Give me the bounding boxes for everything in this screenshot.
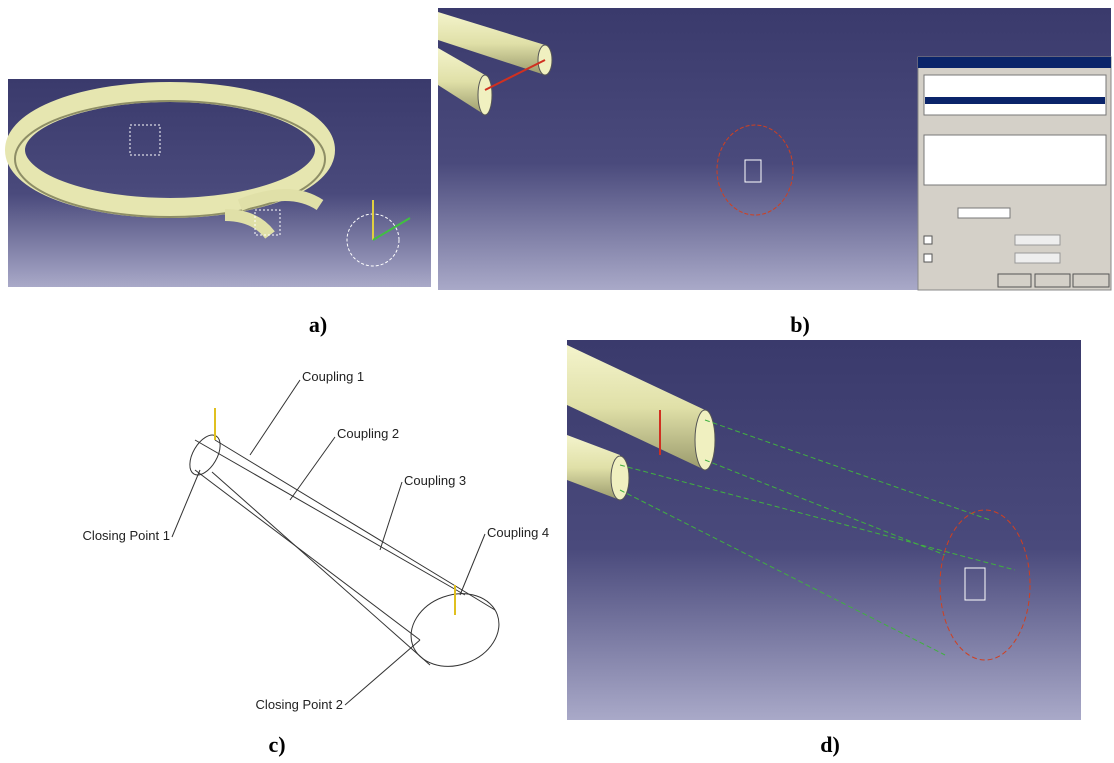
annotation: Coupling 2 (337, 426, 399, 441)
annotation: Coupling 4 (487, 525, 549, 540)
field[interactable] (1015, 253, 1060, 263)
tube-end (478, 75, 492, 115)
annotation: Coupling 3 (404, 473, 466, 488)
panel-label: c) (268, 732, 285, 757)
panel-label: b) (790, 312, 810, 337)
panel-b (438, 8, 1111, 290)
leader (250, 380, 300, 455)
tube-end (611, 456, 629, 500)
tube-end (695, 410, 715, 470)
leader (460, 534, 485, 595)
guide-line (195, 470, 420, 640)
selected-row (925, 97, 1105, 104)
field[interactable] (1015, 235, 1060, 245)
panel-label: d) (820, 732, 840, 757)
leader (380, 482, 402, 550)
leader (290, 437, 335, 500)
button[interactable] (1073, 274, 1109, 287)
annotation: Closing Point 2 (256, 697, 343, 712)
annotation: Coupling 1 (302, 369, 364, 384)
list (924, 75, 1106, 115)
checkbox[interactable] (924, 254, 932, 262)
list (924, 135, 1106, 185)
dialog-titlebar (918, 57, 1111, 68)
checkbox[interactable] (924, 236, 932, 244)
panel-label: a) (309, 312, 327, 337)
leader (172, 470, 200, 537)
button[interactable] (998, 274, 1031, 287)
annotation: Closing Point 1 (83, 528, 170, 543)
leader (345, 640, 420, 705)
combo[interactable] (958, 208, 1010, 218)
figure: a) b) (0, 0, 1114, 763)
end-ellipse (184, 430, 227, 480)
panel-a (8, 79, 431, 287)
button[interactable] (1035, 274, 1070, 287)
guide-line (215, 440, 495, 610)
panel-d (567, 340, 1081, 720)
guide-line (212, 472, 430, 665)
